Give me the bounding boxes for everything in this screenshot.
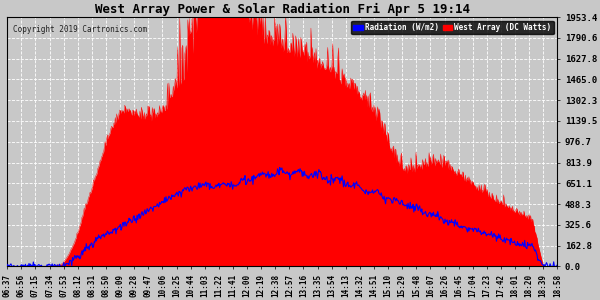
Title: West Array Power & Solar Radiation Fri Apr 5 19:14: West Array Power & Solar Radiation Fri A… (95, 3, 470, 16)
Text: Copyright 2019 Cartronics.com: Copyright 2019 Cartronics.com (13, 25, 147, 34)
Legend: Radiation (W/m2), West Array (DC Watts): Radiation (W/m2), West Array (DC Watts) (351, 21, 554, 34)
